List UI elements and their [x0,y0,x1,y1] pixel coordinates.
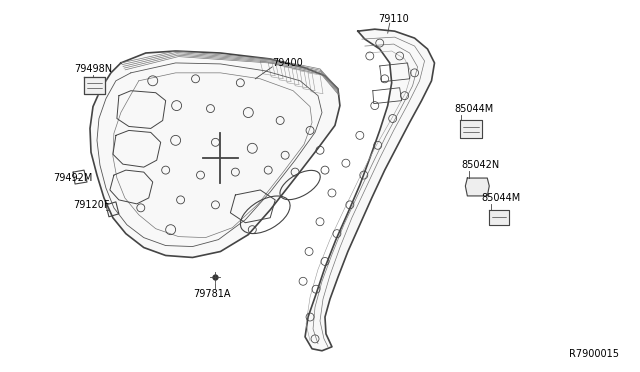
Text: 85042N: 85042N [461,160,500,170]
Text: 79120F: 79120F [73,200,109,210]
Polygon shape [305,29,435,351]
Text: 79781A: 79781A [193,289,231,299]
Text: 79498N: 79498N [74,64,112,74]
Polygon shape [489,210,509,225]
Polygon shape [90,51,340,257]
Text: 79400: 79400 [272,58,303,68]
Text: 79110: 79110 [378,14,408,24]
Polygon shape [84,77,105,94]
Text: R7900015: R7900015 [569,349,619,359]
Polygon shape [460,121,483,138]
Text: 85044M: 85044M [481,193,520,203]
Text: 79492M: 79492M [53,173,93,183]
Text: 85044M: 85044M [454,103,493,113]
Polygon shape [465,178,489,196]
